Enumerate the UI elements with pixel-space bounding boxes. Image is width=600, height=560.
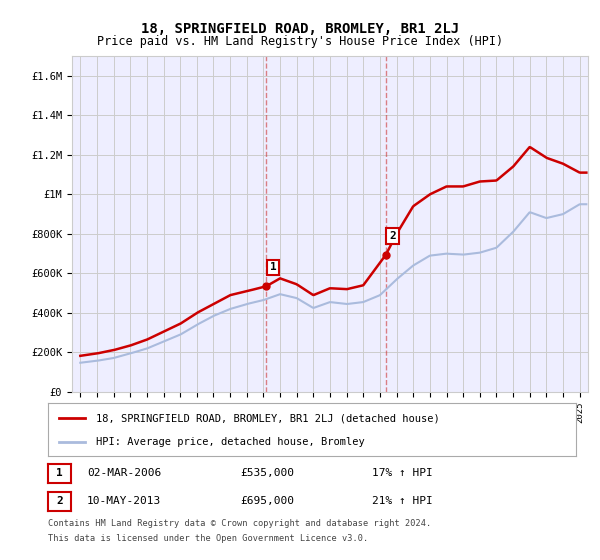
- Text: 2: 2: [389, 231, 396, 241]
- Text: 18, SPRINGFIELD ROAD, BROMLEY, BR1 2LJ: 18, SPRINGFIELD ROAD, BROMLEY, BR1 2LJ: [141, 22, 459, 36]
- Text: Contains HM Land Registry data © Crown copyright and database right 2024.: Contains HM Land Registry data © Crown c…: [48, 519, 431, 528]
- Text: 10-MAY-2013: 10-MAY-2013: [87, 496, 161, 506]
- Text: 21% ↑ HPI: 21% ↑ HPI: [372, 496, 433, 506]
- Text: HPI: Average price, detached house, Bromley: HPI: Average price, detached house, Brom…: [95, 436, 364, 446]
- Text: 02-MAR-2006: 02-MAR-2006: [87, 468, 161, 478]
- Text: £695,000: £695,000: [240, 496, 294, 506]
- Text: This data is licensed under the Open Government Licence v3.0.: This data is licensed under the Open Gov…: [48, 534, 368, 543]
- Text: 1: 1: [56, 469, 63, 478]
- Text: 1: 1: [269, 263, 276, 272]
- Text: £535,000: £535,000: [240, 468, 294, 478]
- Text: 17% ↑ HPI: 17% ↑ HPI: [372, 468, 433, 478]
- Text: 18, SPRINGFIELD ROAD, BROMLEY, BR1 2LJ (detached house): 18, SPRINGFIELD ROAD, BROMLEY, BR1 2LJ (…: [95, 413, 439, 423]
- Text: Price paid vs. HM Land Registry's House Price Index (HPI): Price paid vs. HM Land Registry's House …: [97, 35, 503, 48]
- Text: 2: 2: [56, 497, 63, 506]
